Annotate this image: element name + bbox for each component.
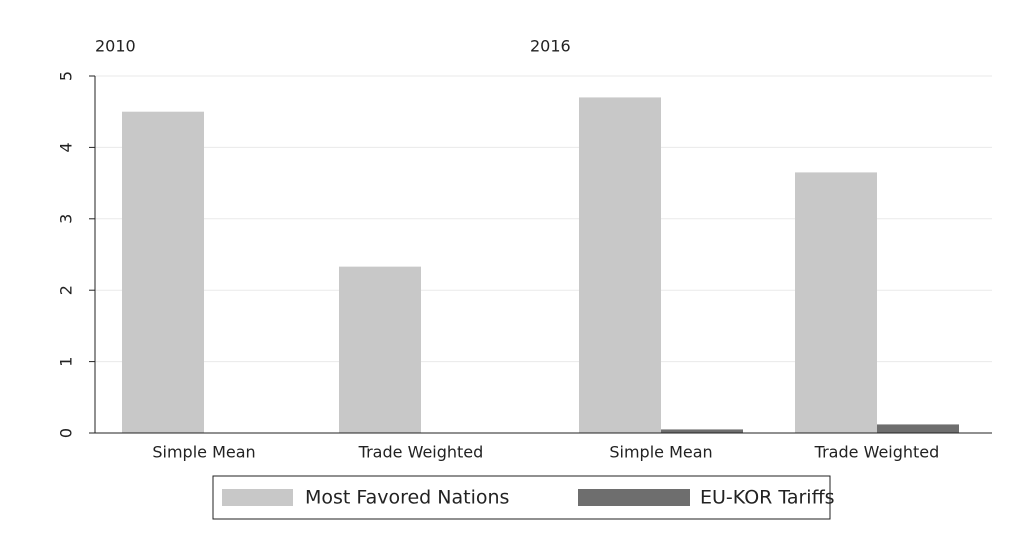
legend-box xyxy=(212,475,831,520)
bar xyxy=(339,266,421,433)
x-tick-label: Simple Mean xyxy=(152,443,255,462)
y-tick-label: 4 xyxy=(57,142,76,152)
bar xyxy=(122,111,204,433)
x-tick-label: Trade Weighted xyxy=(814,443,940,462)
legend-swatch xyxy=(578,489,690,506)
panel-title: 2010 xyxy=(95,37,136,56)
y-tick-label: 0 xyxy=(57,428,76,438)
x-tick-label: Trade Weighted xyxy=(358,443,484,462)
legend-swatch xyxy=(222,489,293,506)
legend-label: EU-KOR Tariffs xyxy=(700,487,835,509)
y-tick-label: 3 xyxy=(57,214,76,224)
bar xyxy=(661,429,743,433)
bar xyxy=(877,424,959,433)
bar xyxy=(579,97,661,434)
legend-label: Most Favored Nations xyxy=(305,487,509,509)
y-tick-label: 1 xyxy=(57,357,76,367)
x-tick-label: Simple Mean xyxy=(609,443,712,462)
y-tick-label: 5 xyxy=(57,71,76,81)
panel-title: 2016 xyxy=(530,37,571,56)
bar xyxy=(795,172,877,433)
y-tick-label: 2 xyxy=(57,285,76,295)
